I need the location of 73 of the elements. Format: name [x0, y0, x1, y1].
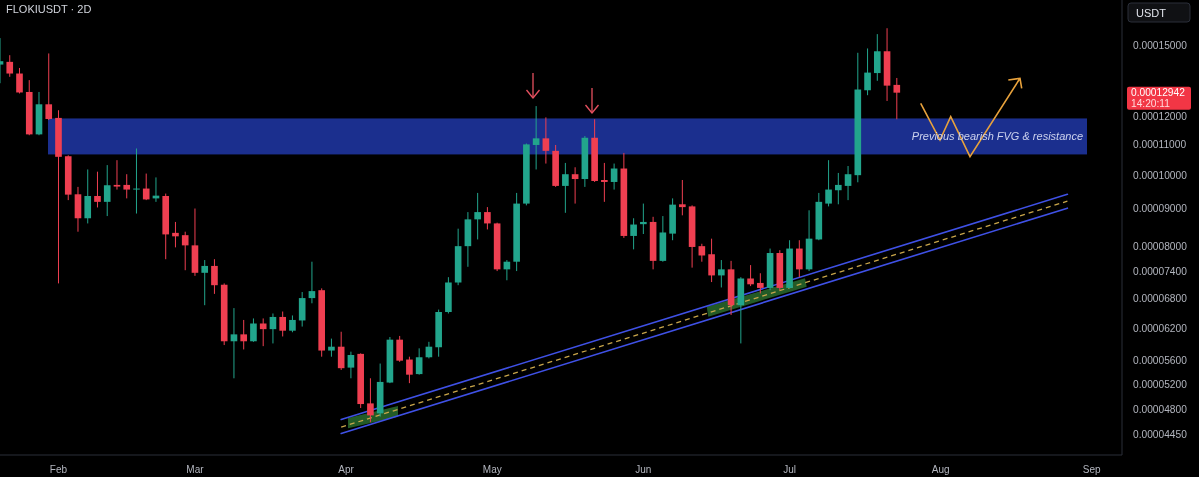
candlestick	[679, 179, 686, 216]
candlestick	[328, 338, 335, 358]
candlestick	[640, 203, 647, 235]
candlestick	[864, 47, 871, 96]
y-tick-label: 0.00008000	[1133, 241, 1188, 253]
x-tick-label: Feb	[49, 463, 68, 475]
candlestick	[6, 54, 14, 78]
candlestick	[844, 165, 852, 201]
candlestick	[893, 77, 901, 120]
x-tick-label: Sep	[1082, 463, 1102, 475]
x-tick-label: May	[482, 463, 502, 475]
chart-title: FLOKIUSDT · 2D	[6, 3, 92, 15]
x-tick-label: Mar	[186, 463, 205, 475]
candlestick	[230, 307, 238, 379]
y-tick-label: 0.00004450	[1133, 428, 1188, 440]
x-tick-label: Aug	[931, 463, 950, 475]
candlestick	[308, 261, 316, 304]
y-tick-label: 0.00006800	[1133, 293, 1188, 305]
text: 14:20:11	[1131, 97, 1171, 109]
y-tick-label: 0.00005200	[1133, 378, 1188, 390]
x-tick-label: Jun	[635, 463, 652, 475]
candlestick	[347, 351, 355, 379]
candlestick	[571, 166, 579, 205]
candlestick	[873, 33, 881, 82]
y-tick-label: 0.00006200	[1133, 322, 1188, 334]
candlestick	[708, 238, 715, 283]
y-tick-label: 0.00015000	[1133, 39, 1188, 51]
candlestick	[415, 347, 423, 376]
candlestick	[406, 356, 413, 384]
candlestick	[113, 159, 121, 191]
y-tick-label: 0.00012000	[1133, 111, 1188, 123]
candlestick	[757, 272, 764, 294]
y-tick-label: 0.00004800	[1133, 404, 1188, 416]
candlestick	[172, 221, 179, 248]
candlestick	[133, 147, 140, 215]
candlestick	[835, 172, 842, 205]
candlestick	[94, 171, 101, 208]
text: 0.00012942	[1131, 87, 1186, 99]
candlestick	[630, 217, 637, 250]
candlestick	[16, 67, 23, 94]
candlestick	[123, 173, 131, 199]
y-tick-label: 0.00009000	[1133, 203, 1188, 215]
candlestick	[181, 231, 189, 271]
candlestick	[367, 377, 374, 423]
candlestick	[45, 52, 53, 121]
candlestick	[601, 162, 608, 203]
x-tick-label: Apr	[338, 463, 355, 475]
candlestick	[825, 159, 832, 207]
candlestick	[396, 335, 403, 363]
candlestick	[74, 186, 82, 233]
candlestick	[474, 192, 481, 240]
candlestick	[250, 317, 257, 343]
y-axis-title: USDT	[1136, 6, 1167, 19]
candlestick	[201, 259, 209, 306]
candlestick	[532, 105, 540, 170]
candlestick	[484, 206, 491, 230]
candlestick	[796, 239, 803, 278]
x-tick-label: Jul	[783, 463, 796, 475]
candlestick	[747, 264, 754, 287]
candlestick	[84, 168, 92, 224]
y-tick-label: 0.00010000	[1133, 169, 1188, 181]
y-tick-label: 0.00005600	[1133, 355, 1188, 367]
y-tick-label: 0.00007400	[1133, 266, 1188, 277]
candlestick	[718, 259, 725, 288]
y-tick-label: 0.00011000	[1133, 139, 1187, 151]
candlestick	[542, 116, 550, 165]
candlestick	[279, 311, 286, 337]
candlestick	[240, 319, 248, 350]
candlestick	[103, 164, 111, 217]
candlestick	[142, 173, 150, 201]
candlestick	[259, 317, 267, 347]
candlestick	[562, 162, 569, 214]
candlestick	[211, 258, 218, 295]
